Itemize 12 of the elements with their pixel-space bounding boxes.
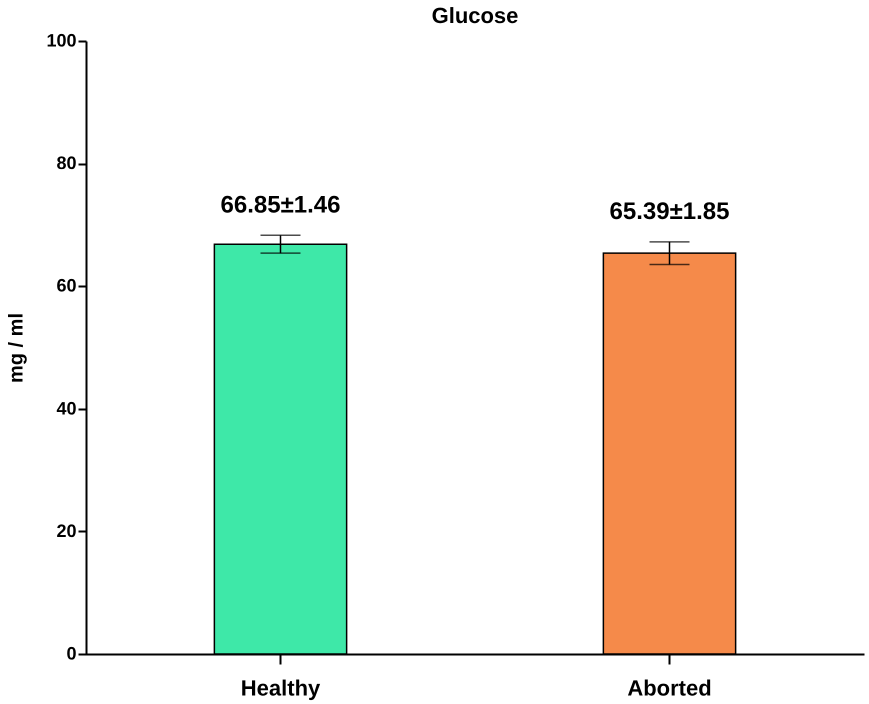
y-tick-label: 80: [56, 153, 76, 174]
y-tick-label: 40: [56, 398, 76, 418]
x-tick-label: Aborted: [627, 676, 712, 700]
x-tick-label: Healthy: [240, 676, 321, 700]
data-label: 66.85±1.46: [220, 191, 340, 218]
y-tick-label: 100: [46, 30, 76, 50]
y-tick-label: 0: [66, 644, 76, 664]
data-label: 65.39±1.85: [610, 198, 730, 225]
y-tick-label: 60: [56, 276, 76, 296]
y-tick-label: 20: [56, 520, 76, 541]
y-axis-title: mg / ml: [5, 312, 28, 384]
chart-title: Glucose: [432, 3, 518, 28]
